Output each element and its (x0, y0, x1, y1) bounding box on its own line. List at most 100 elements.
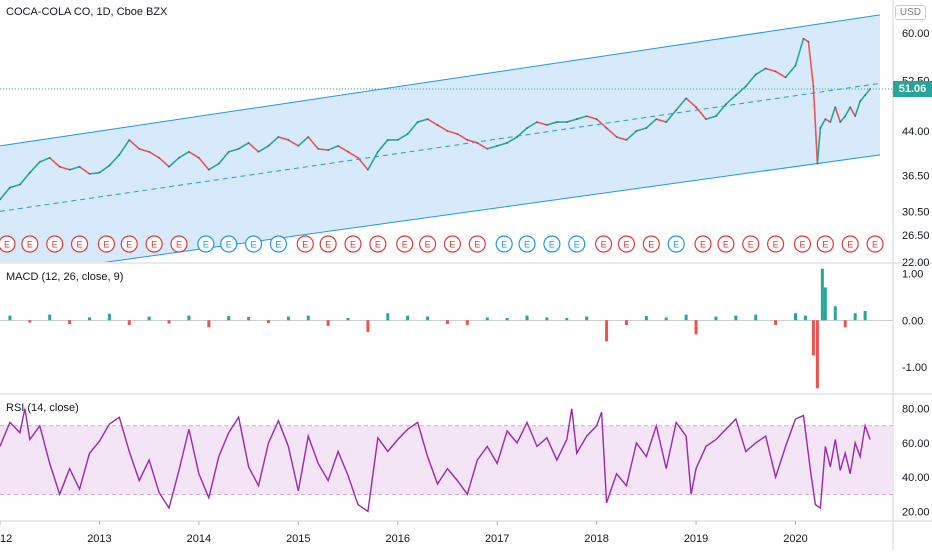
macd-histogram-bar (306, 315, 310, 321)
earnings-marker-circle (197, 235, 215, 253)
price-axis-tick: 36.50 (902, 171, 930, 183)
earnings-marker-label: E (648, 240, 654, 250)
time-axis-tick: 2014 (187, 533, 211, 545)
price-point (178, 156, 180, 159)
time-axis-tick: 2013 (87, 533, 111, 545)
price-segment (636, 127, 647, 132)
earnings-marker: E (594, 235, 613, 253)
earnings-marker: E (296, 235, 314, 253)
earnings-marker: E (495, 235, 513, 253)
price-point (396, 139, 399, 141)
price-segment (715, 103, 727, 117)
earnings-marker-label: E (126, 240, 132, 250)
time-axis-tick: 2016 (386, 533, 410, 545)
price-segment (29, 161, 41, 174)
earnings-marker-circle (145, 235, 163, 253)
macd-histogram-bar (187, 315, 191, 321)
regression-channel-fill (0, 14, 881, 262)
price-point (744, 85, 747, 88)
macd-axis-tick: -1.00 (902, 362, 927, 374)
price-segment (407, 121, 419, 135)
earnings-marker-label: E (375, 240, 381, 250)
price-axis-tick: 22.00 (902, 257, 930, 269)
price-point (645, 127, 648, 129)
macd-histogram-bar (863, 310, 867, 321)
earnings-marker: E (396, 235, 414, 253)
rsi-axis-tick: 40.00 (902, 472, 930, 484)
price-segment (812, 86, 819, 164)
earnings-marker-label: E (251, 240, 257, 250)
macd-histogram-bar (664, 317, 668, 321)
macd-histogram-bar (227, 316, 231, 321)
time-axis-tick: 2015 (286, 533, 310, 545)
price-point (844, 115, 847, 117)
price-point (29, 171, 31, 174)
price-segment (526, 121, 538, 129)
price-segment (69, 165, 80, 171)
macd-label[interactable]: MACD (12, 26, close, 9) (6, 271, 124, 283)
price-point (68, 168, 71, 171)
macd-axis-tick: 1.00 (902, 268, 923, 280)
currency-badge[interactable]: USD (894, 5, 926, 20)
earnings-marker-label: E (103, 240, 109, 250)
earnings-marker-label: E (302, 240, 308, 250)
macd-histogram-bar (774, 320, 778, 325)
price-segment (705, 115, 717, 120)
time-axis-tick: 2018 (584, 533, 608, 545)
price-point (476, 142, 479, 144)
price-point (869, 88, 871, 90)
macd-histogram-bar (545, 317, 549, 321)
price-point (516, 136, 518, 138)
price-segment (128, 139, 140, 150)
earnings-marker-circle (642, 235, 660, 253)
price-point (665, 121, 668, 123)
price-segment (108, 154, 120, 167)
price-point (387, 139, 389, 141)
macd-histogram-bar (624, 320, 628, 325)
price-point (327, 149, 329, 151)
earnings-marker-label: E (574, 240, 580, 250)
earnings-marker: E (220, 235, 238, 253)
price-segment (297, 136, 309, 147)
price-segment (307, 136, 319, 150)
macd-histogram-bar (694, 320, 698, 335)
price-segment (824, 118, 831, 123)
price-segment (178, 151, 190, 159)
rsi-label[interactable]: RSI (14, close) (6, 402, 79, 414)
price-segment (794, 38, 805, 66)
macd-histogram-bar (107, 313, 111, 321)
price-segment (606, 127, 618, 138)
price-segment (476, 142, 488, 150)
price-segment (318, 148, 329, 151)
earnings-marker: E (170, 235, 188, 253)
earnings-marker-label: E (27, 240, 33, 250)
earnings-marker: E (793, 235, 812, 253)
earnings-marker: E (269, 235, 288, 253)
earnings-marker: E (717, 235, 735, 253)
price-point (357, 156, 359, 159)
macd-histogram-bar (843, 320, 847, 328)
earnings-marker-circle (495, 235, 513, 253)
price-point (595, 118, 598, 120)
price-point (829, 121, 832, 123)
earnings-marker-label: E (176, 240, 182, 250)
price-point (416, 121, 419, 123)
earnings-marker: E (21, 235, 39, 253)
price-axis-tick: 30.50 (902, 206, 930, 218)
macd-histogram-bar (803, 315, 807, 321)
price-segment (829, 106, 837, 123)
macd-histogram-bar (406, 315, 410, 321)
earnings-marker-label: E (350, 240, 356, 250)
price-segment (854, 100, 861, 117)
price-segment (377, 139, 389, 153)
price-segment (138, 148, 150, 153)
price-point (0, 198, 1, 201)
price-point (247, 142, 250, 144)
earnings-marker-label: E (700, 240, 706, 250)
earnings-marker-label: E (77, 240, 83, 250)
price-segment (586, 115, 597, 120)
earnings-marker-label: E (723, 240, 729, 250)
price-segment (735, 85, 747, 96)
earnings-marker: E (742, 235, 760, 253)
